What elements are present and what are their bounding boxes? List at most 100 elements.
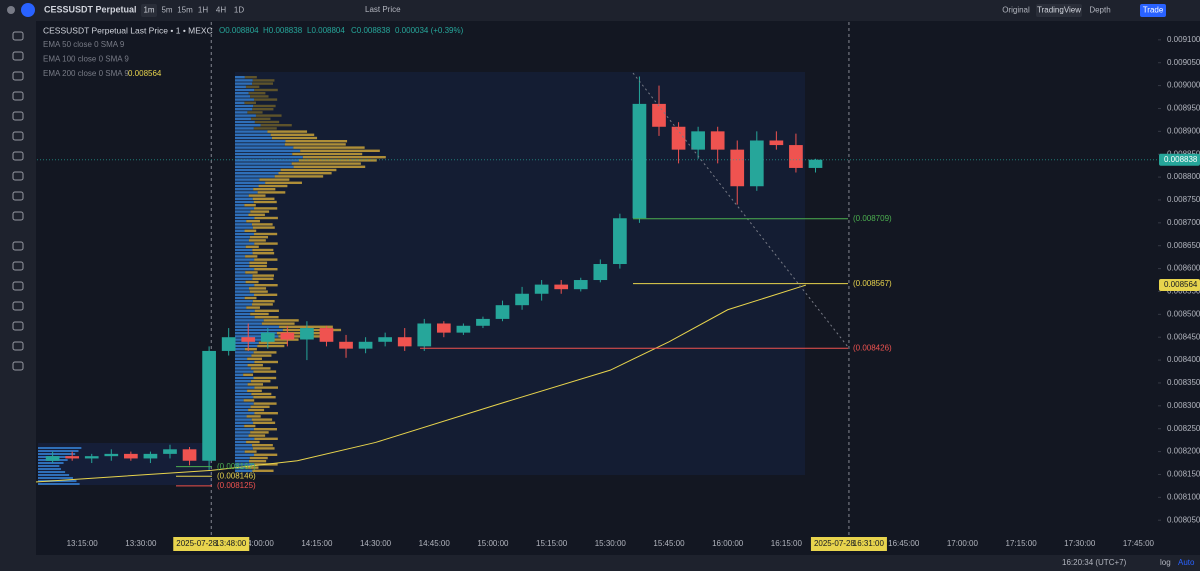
profile-bar bbox=[254, 242, 278, 245]
tool-icon[interactable] bbox=[12, 191, 24, 201]
y-tick-label: 0.008150 bbox=[1167, 470, 1200, 479]
profile-bar bbox=[235, 392, 252, 396]
y-tick-label: 0.008250 bbox=[1167, 424, 1200, 433]
view-tab[interactable]: TradingView bbox=[1037, 6, 1081, 15]
profile-bar bbox=[235, 245, 246, 248]
interval[interactable]: 1m bbox=[143, 6, 154, 15]
candle-body bbox=[202, 350, 216, 461]
candle-body bbox=[789, 145, 803, 168]
top-toolbar bbox=[0, 0, 1200, 21]
profile-bar bbox=[235, 204, 245, 207]
candle-body bbox=[632, 103, 647, 219]
auto-toggle[interactable]: Auto bbox=[1178, 558, 1195, 567]
profile-bar bbox=[254, 453, 278, 456]
trend-line bbox=[632, 72, 849, 348]
interval[interactable]: 4H bbox=[216, 6, 226, 15]
profile-bar bbox=[244, 348, 257, 351]
profile-bar bbox=[235, 261, 250, 264]
x-tick-label: 14:30:00 bbox=[360, 539, 392, 548]
x-tick-label: 14:15:00 bbox=[301, 539, 333, 548]
y-tick-label: 0.008100 bbox=[1167, 492, 1200, 501]
interval[interactable]: 1D bbox=[234, 6, 244, 15]
tool-icon[interactable] bbox=[12, 241, 24, 251]
clock: 16:20:34 (UTC+7) bbox=[1062, 558, 1127, 567]
profile-bar bbox=[235, 162, 292, 165]
tool-icon[interactable] bbox=[12, 361, 24, 371]
time-badge bbox=[810, 537, 887, 551]
profile-bar bbox=[252, 252, 275, 255]
profile-bar bbox=[235, 316, 255, 319]
tool-icon[interactable] bbox=[12, 341, 24, 351]
trade-label[interactable]: Trade bbox=[1143, 6, 1164, 15]
profile-bar bbox=[251, 392, 272, 396]
candle-body bbox=[300, 328, 314, 340]
candle-body bbox=[613, 218, 627, 265]
profile-bar bbox=[248, 239, 266, 242]
profile-bar bbox=[248, 213, 265, 216]
profile-bar bbox=[235, 280, 246, 284]
tool-icon[interactable] bbox=[12, 131, 24, 141]
profile-bar bbox=[235, 210, 251, 213]
interval[interactable]: 5m bbox=[161, 6, 172, 15]
profile-bar bbox=[249, 236, 269, 239]
profile-bar bbox=[38, 465, 60, 467]
tool-icon[interactable] bbox=[12, 171, 24, 181]
profile-bar bbox=[235, 357, 248, 360]
profile-bar bbox=[235, 373, 244, 376]
profile-bar bbox=[235, 95, 251, 98]
profile-bar bbox=[235, 376, 254, 380]
profile-bar bbox=[244, 204, 256, 207]
favorite-icon[interactable] bbox=[7, 6, 15, 14]
log-toggle[interactable]: log bbox=[1160, 558, 1171, 567]
profile-bar bbox=[244, 76, 257, 79]
profile-bar bbox=[235, 367, 251, 370]
profile-bar bbox=[235, 156, 303, 159]
tool-icon[interactable] bbox=[12, 301, 24, 311]
candle-body bbox=[280, 332, 295, 340]
price-type[interactable]: Last Price bbox=[365, 5, 401, 14]
tool-icon[interactable] bbox=[12, 211, 24, 221]
x-tick-label: 16:15:00 bbox=[771, 539, 803, 548]
tool-icon[interactable] bbox=[12, 71, 24, 81]
candle-body bbox=[593, 264, 608, 281]
profile-bar bbox=[235, 444, 253, 447]
profile-bar bbox=[253, 127, 277, 130]
tool-icon[interactable] bbox=[12, 261, 24, 271]
tool-icon[interactable] bbox=[12, 31, 24, 41]
trade-button[interactable] bbox=[1140, 4, 1166, 17]
tool-icon[interactable] bbox=[12, 321, 24, 331]
profile-bar bbox=[235, 284, 255, 287]
view-tab[interactable]: Depth bbox=[1089, 6, 1110, 15]
ema-badge-label: 0.008564 bbox=[1164, 280, 1198, 289]
view-tab[interactable]: Original bbox=[1002, 6, 1030, 15]
x-tick-label: 14:00:00 bbox=[243, 539, 275, 548]
x-tick-label: 17:00:00 bbox=[947, 539, 979, 548]
profile-bar bbox=[245, 85, 260, 88]
profile-bar bbox=[235, 341, 259, 344]
interval[interactable]: 1H bbox=[198, 6, 208, 15]
profile-bar bbox=[235, 98, 254, 101]
profile-bar bbox=[235, 306, 247, 309]
candle-body bbox=[241, 337, 256, 342]
tool-icon[interactable] bbox=[12, 281, 24, 291]
profile-bar bbox=[250, 367, 271, 370]
profile-bar bbox=[298, 159, 377, 162]
profile-bar bbox=[235, 216, 255, 220]
x-tick-label: 15:30:00 bbox=[595, 539, 627, 548]
tool-icon[interactable] bbox=[12, 111, 24, 121]
candle-body bbox=[84, 456, 99, 459]
candle-body bbox=[378, 337, 392, 342]
profile-bar bbox=[244, 101, 256, 104]
tool-icon[interactable] bbox=[12, 91, 24, 101]
profile-bar bbox=[254, 360, 278, 364]
symbol[interactable]: CESSUSDT Perpetual bbox=[44, 4, 137, 14]
interval[interactable]: 15m bbox=[177, 6, 193, 15]
profile-bar bbox=[235, 412, 255, 415]
left-toolbar bbox=[0, 21, 36, 556]
profile-bar bbox=[300, 149, 380, 152]
profile-bar bbox=[249, 460, 267, 463]
profile-bar bbox=[248, 434, 266, 437]
x-tick-label: 13:15:00 bbox=[67, 539, 99, 548]
tool-icon[interactable] bbox=[12, 51, 24, 61]
tool-icon[interactable] bbox=[12, 151, 24, 161]
